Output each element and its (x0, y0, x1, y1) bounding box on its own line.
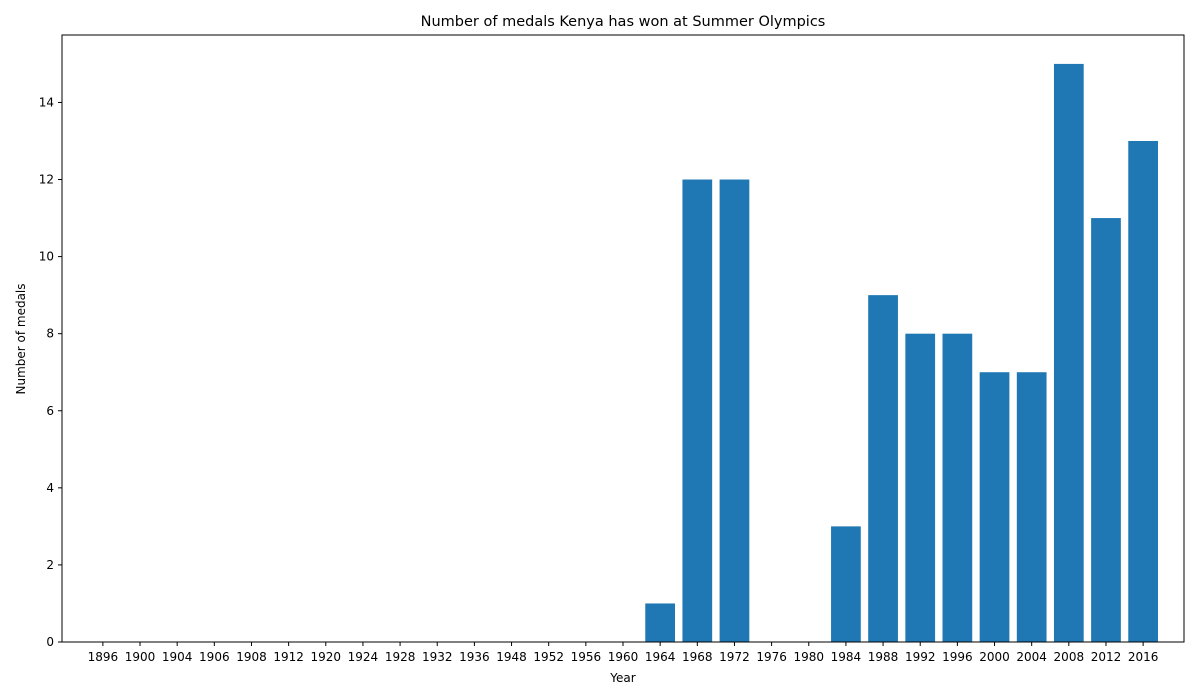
y-tick-label: 0 (46, 635, 54, 649)
y-tick-label: 10 (39, 250, 54, 264)
x-tick-label: 2012 (1091, 650, 1122, 664)
plot-frame (61, 34, 1185, 643)
x-tick-label: 1948 (496, 650, 527, 664)
x-tick-label: 1956 (571, 650, 602, 664)
y-tick-label: 6 (46, 404, 54, 418)
x-tick-label: 1936 (459, 650, 490, 664)
y-tick-label: 14 (39, 95, 54, 109)
y-tick-label: 4 (46, 481, 54, 495)
x-tick-label: 2004 (1016, 650, 1047, 664)
bar-1992 (905, 333, 936, 642)
y-axis-ticks: 0 2 4 6 8 10 12 14 (39, 95, 62, 649)
x-tick-label: 1924 (348, 650, 379, 664)
bar-1988 (868, 295, 898, 642)
x-tick-label: 1992 (905, 650, 936, 664)
bars-group (645, 63, 1158, 643)
x-tick-label: 1972 (719, 650, 750, 664)
x-tick-label: 1968 (682, 650, 713, 664)
x-tick-label: 1920 (311, 650, 342, 664)
bar-1964 (645, 603, 676, 642)
x-tick-label: 2016 (1128, 650, 1159, 664)
x-tick-label: 1988 (868, 650, 899, 664)
x-tick-label: 1912 (273, 650, 304, 664)
x-axis-ticks: 1896 1900 1904 1906 1908 1912 1920 1924 1928 1932… (88, 642, 1159, 664)
x-tick-label: 2008 (1054, 650, 1085, 664)
bar-2004 (1016, 372, 1047, 642)
bar-1996 (942, 333, 973, 642)
x-tick-label: 1984 (831, 650, 862, 664)
x-tick-label: 1900 (125, 650, 156, 664)
y-tick-label: 2 (46, 558, 54, 572)
x-tick-label: 1904 (162, 650, 193, 664)
x-tick-label: 1906 (199, 650, 230, 664)
y-tick-label: 8 (46, 327, 54, 341)
x-tick-label: 1996 (942, 650, 973, 664)
bar-1968 (682, 179, 713, 642)
bar-2012 (1091, 218, 1121, 643)
x-tick-label: 1932 (422, 650, 453, 664)
x-tick-label: 1964 (645, 650, 676, 664)
bar-1972 (719, 179, 750, 642)
x-tick-label: 1952 (533, 650, 564, 664)
x-tick-label: 1960 (608, 650, 639, 664)
x-tick-label: 1928 (385, 650, 416, 664)
x-tick-label: 1896 (88, 650, 119, 664)
chart-title: Number of medals Kenya has won at Summer… (421, 14, 826, 30)
y-tick-label: 12 (39, 173, 54, 187)
x-tick-label: 1908 (236, 650, 267, 664)
bar-2000 (979, 372, 1010, 642)
y-axis-label: Number of medals (14, 283, 28, 394)
bar-2008 (1053, 63, 1084, 642)
bar-2016 (1128, 140, 1158, 642)
bar-1984 (831, 526, 861, 642)
x-axis-label: Year (609, 671, 635, 685)
x-tick-label: 2000 (979, 650, 1010, 664)
x-tick-label: 1976 (756, 650, 787, 664)
x-tick-label: 1980 (793, 650, 824, 664)
